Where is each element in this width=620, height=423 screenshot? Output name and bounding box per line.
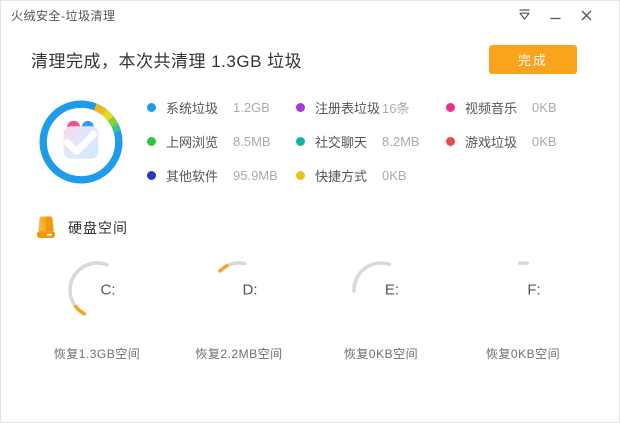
result-header: 清理完成，本次共清理 1.3GB 垃圾 完成 xyxy=(1,29,619,84)
stat-web-browsing: 上网浏览 8.5MB xyxy=(147,132,296,151)
gauge-tip xyxy=(73,304,87,316)
category-label: 注册表垃圾 xyxy=(315,101,381,116)
disk-gauge-d: D: 恢复2.2MB空间 xyxy=(168,258,310,362)
category-label: 上网浏览 xyxy=(166,135,219,150)
drive-letter: F: xyxy=(527,281,541,299)
recovered-label: 恢复2.2MB空间 xyxy=(195,347,283,361)
disk-gauge-c: C: 恢复1.3GB空间 xyxy=(26,258,168,362)
category-value: 0KB xyxy=(532,134,557,149)
category-label: 其他软件 xyxy=(166,169,219,184)
category-label: 快捷方式 xyxy=(315,169,368,184)
category-value: 8.2MB xyxy=(382,134,420,149)
category-value: 0KB xyxy=(382,168,407,183)
gauge-tip xyxy=(218,264,229,273)
disk-space-title: 硬盘空间 xyxy=(68,219,128,236)
category-value: 8.5MB xyxy=(233,134,271,149)
disk-gauge-f: F: 恢复0KB空间 xyxy=(452,258,594,362)
category-value: 1.2GB xyxy=(233,100,270,115)
category-value: 0KB xyxy=(532,100,557,115)
disk-gauge-e: E: 恢复0KB空间 xyxy=(310,258,452,362)
gauge-track xyxy=(352,261,392,293)
disk-space-header: 硬盘空间 xyxy=(1,185,619,240)
category-label: 系统垃圾 xyxy=(166,101,219,116)
main-menu-icon[interactable] xyxy=(513,5,535,25)
category-dot xyxy=(446,103,455,112)
window-controls xyxy=(513,5,619,25)
recovered-label: 恢复0KB空间 xyxy=(485,347,561,361)
titlebar: 火绒安全-垃圾清理 xyxy=(1,1,619,29)
result-title: 清理完成，本次共清理 1.3GB 垃圾 xyxy=(31,52,303,71)
category-dot xyxy=(147,103,156,112)
stat-shortcuts: 快捷方式 0KB xyxy=(296,166,446,185)
category-dot xyxy=(147,137,156,146)
drive-letter: C: xyxy=(100,281,116,299)
disk-gauges: C: 恢复1.3GB空间 D: 恢复2.2MB空间 E: 恢复 xyxy=(1,240,619,362)
stat-registry-junk: 注册表垃圾 16条 xyxy=(296,98,446,117)
done-button[interactable]: 完成 xyxy=(489,45,577,74)
drive-letter: E: xyxy=(384,281,400,299)
cleanup-complete-icon xyxy=(39,100,123,184)
category-dot xyxy=(296,171,305,180)
category-value: 16条 xyxy=(382,101,410,116)
recovered-label: 恢复1.3GB空间 xyxy=(53,347,141,361)
stat-grid: 系统垃圾 1.2GB 注册表垃圾 16条 视频音乐 0KB 上网浏览 8.5MB… xyxy=(147,98,599,185)
category-label: 视频音乐 xyxy=(465,101,518,116)
drive-letter: D: xyxy=(242,281,258,299)
stat-system-junk: 系统垃圾 1.2GB xyxy=(147,98,296,117)
category-dot xyxy=(296,103,305,112)
close-icon[interactable] xyxy=(575,5,597,25)
category-label: 社交聊天 xyxy=(315,135,368,150)
gauge-track xyxy=(68,261,109,309)
stat-other-software: 其他软件 95.9MB xyxy=(147,166,296,185)
category-dot xyxy=(147,171,156,180)
gauge-track xyxy=(224,261,247,268)
window-title: 火绒安全-垃圾清理 xyxy=(11,8,116,23)
stat-social-chat: 社交聊天 8.2MB xyxy=(296,132,446,151)
minimize-icon[interactable] xyxy=(544,5,566,25)
hard-drive-icon xyxy=(35,215,57,240)
category-dot xyxy=(446,137,455,146)
recovered-label: 恢复0KB空间 xyxy=(343,347,419,361)
stat-video-music: 视频音乐 0KB xyxy=(446,98,599,117)
category-label: 游戏垃圾 xyxy=(465,135,518,150)
cleanup-summary: 系统垃圾 1.2GB 注册表垃圾 16条 视频音乐 0KB 上网浏览 8.5MB… xyxy=(1,84,619,185)
category-dot xyxy=(296,137,305,146)
category-value: 95.9MB xyxy=(233,168,278,183)
stat-game-junk: 游戏垃圾 0KB xyxy=(446,132,599,151)
